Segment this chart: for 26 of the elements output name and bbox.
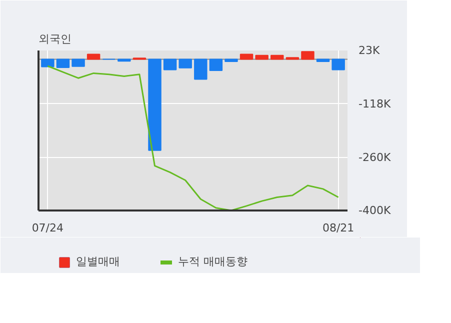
bar [332,58,345,70]
bar [316,58,330,62]
chart-title: 외국인 [38,32,72,46]
bar [209,58,223,72]
bar [41,58,54,68]
bar [148,58,162,151]
y-tick-label: 23K [358,44,380,57]
x-tick-label: 07/24 [32,222,64,234]
bar [56,58,70,68]
bar [224,58,238,62]
legend-label: 일별매매 [76,254,120,269]
y-tick-label: -260K [358,151,392,164]
x-tick-label: 08/21 [322,222,354,234]
bar [255,54,268,60]
bar [194,58,208,80]
bar [301,51,314,60]
bar [86,54,100,60]
bar [240,54,254,60]
bar [72,58,85,67]
y-tick-label: -118K [358,97,392,110]
bar [178,58,192,68]
bar [270,54,284,60]
legend-label: 누적 매매동향 [178,254,248,269]
y-tick-label: -400K [358,204,392,217]
bar [163,58,177,70]
line-series [46,65,340,210]
